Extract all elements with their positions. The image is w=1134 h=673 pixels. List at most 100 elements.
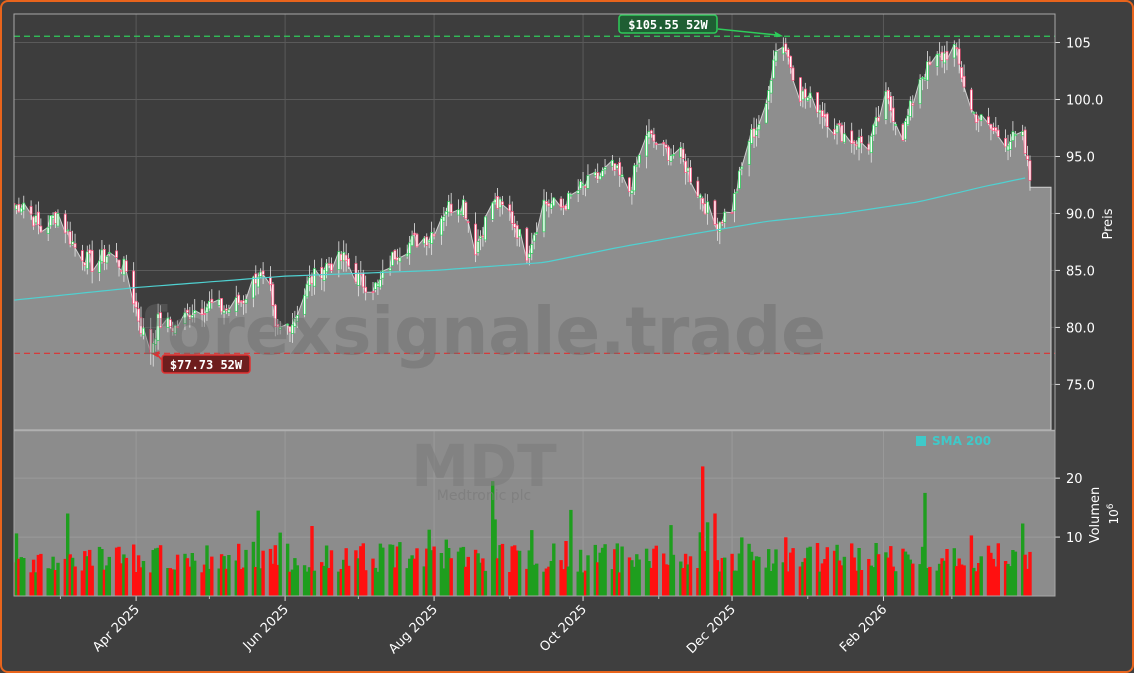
candle-body [374,282,377,290]
candle-body [186,309,189,313]
candle-body [361,272,365,288]
candle-body [945,50,949,61]
volume-bar [1003,561,1008,596]
volume-bar [481,558,485,596]
volume-bar [1028,551,1032,596]
volume-bar [1008,566,1013,596]
candle-body [498,198,502,209]
volume-bar [886,557,891,596]
volume-bar [757,556,761,596]
candle-body [786,49,790,58]
candle-body [71,241,75,245]
candle-body [962,75,966,88]
candle-body [904,121,907,140]
volume-bar [307,567,312,596]
volume-bar [329,550,334,596]
candle-body [769,80,773,94]
price-axis-label: Preis [1101,208,1116,239]
volume-bar [168,568,172,596]
volume-bar [840,565,844,596]
volume-bar [532,564,536,596]
volume-bar [381,547,385,596]
volume-bar [19,557,23,596]
volume-bar [784,537,788,596]
volume-bar [139,567,143,596]
candle-body [183,312,187,324]
candle-body [647,131,651,139]
candle-body [928,61,932,66]
candle-body [840,124,844,142]
company-watermark: Medtronic plc [437,488,531,504]
candle-body [430,232,434,244]
candle-body [1009,141,1012,150]
volume-bar [185,558,190,596]
volume-bar [705,522,710,596]
volume-bar [740,537,744,596]
volume-bar [618,572,622,596]
volume-bar [718,571,722,596]
volume-bar [427,529,431,596]
volume-bar [662,553,666,596]
legend-sma-swatch [916,436,926,446]
volume-bar [217,568,221,596]
date-tick: Aug 2025 [386,602,441,657]
volume-bar [962,565,966,596]
candle-body [320,267,324,279]
volume-bar [53,570,58,596]
volume-bar [500,543,505,596]
volume-bar [823,559,827,596]
volume-bar [473,549,478,596]
volume-bar [388,544,392,596]
volume-bar [669,525,673,596]
candle-body [207,300,211,310]
candle-body [979,114,983,122]
volume-bar [891,566,895,596]
candle-body [886,89,890,100]
candle-body [733,193,736,212]
volume-bar [237,543,241,596]
candle-body [969,89,973,111]
volume-ticks: 10 20 [1066,472,1083,546]
candle-body [664,144,668,148]
candle-body [54,212,57,224]
candle-body [122,258,126,276]
volume-bar [107,556,111,596]
volume-bar [66,513,70,596]
candle-body [977,118,981,121]
candle-body [139,317,143,335]
volume-bars [14,466,1032,596]
volume-bar [544,568,549,596]
volume-bar [781,562,785,596]
candle-body [791,67,795,81]
candle-body [303,294,307,315]
candle-body [156,313,160,341]
volume-bar [288,571,292,596]
volume-bar [955,566,959,596]
candle-body [222,310,226,314]
candle-body [667,146,670,161]
candle-body [696,180,700,197]
volume-bar [456,551,461,596]
candle-body [124,260,128,272]
price-tick: 100.0 [1066,93,1103,108]
candle-body [68,231,72,245]
candle-body [85,251,89,270]
candle-body [234,297,238,312]
volume-bar [364,570,368,596]
candle-body [615,165,619,169]
volume-bar [51,556,55,596]
candle-body [149,329,153,354]
volume-bar [749,551,754,596]
volume-bar [513,545,517,596]
candle-body [525,227,529,262]
volume-bar [493,519,497,596]
volume-bar [100,549,104,596]
volume-bar [906,554,910,596]
candle-body [105,256,109,264]
volume-bar [908,559,912,596]
volume-bar [293,558,297,596]
candle-body [474,223,477,256]
volume-tick: 20 [1066,472,1083,487]
volume-bar [134,572,138,596]
candle-body [530,244,534,254]
